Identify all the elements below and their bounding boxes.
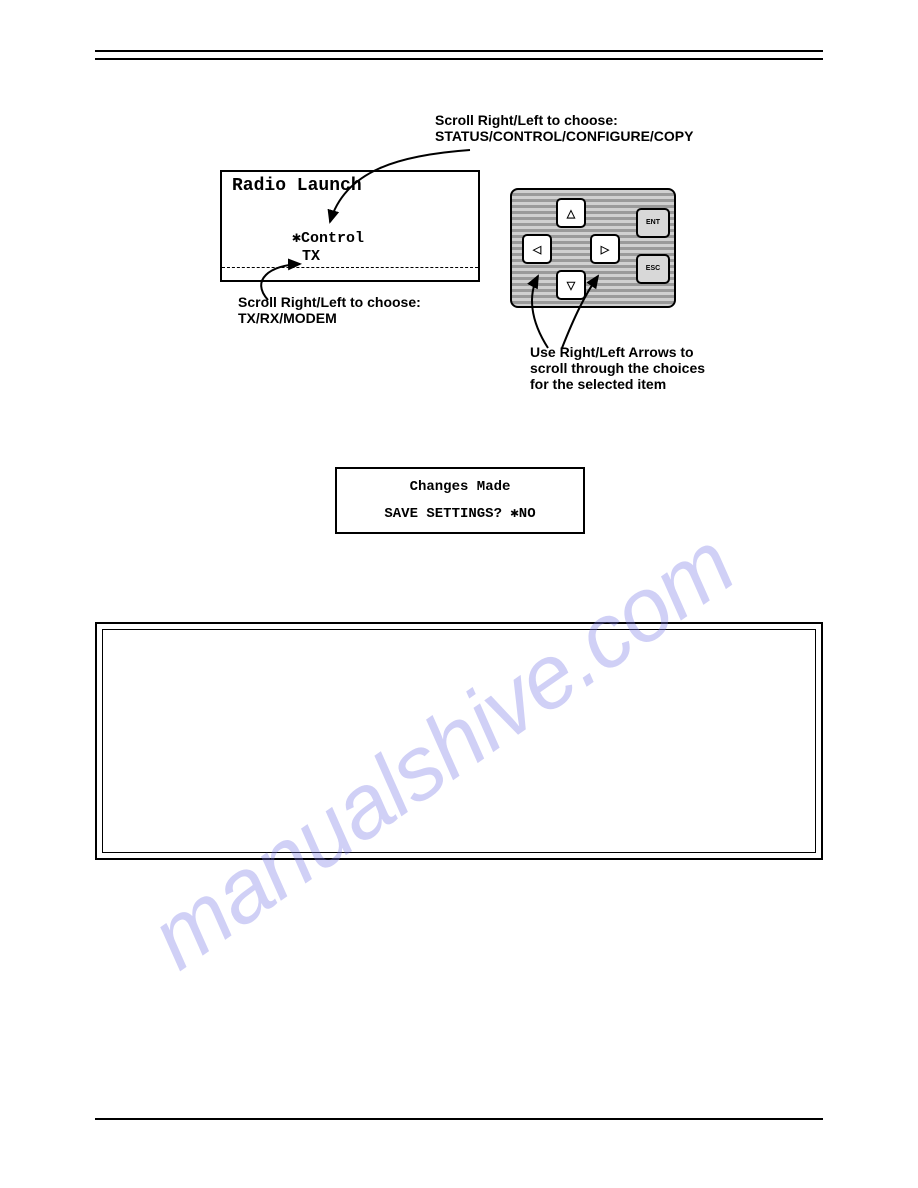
annotation-top-line2: STATUS/CONTROL/CONFIGURE/COPY xyxy=(435,128,693,144)
keypad-esc-label: ESC xyxy=(646,254,660,284)
annotation-bottom-line2: TX/RX/MODEM xyxy=(238,310,421,326)
keypad-esc-button[interactable]: ESC xyxy=(636,254,670,284)
annotation-bottom: Scroll Right/Left to choose: TX/RX/MODEM xyxy=(238,294,421,326)
triangle-up-icon: △ xyxy=(567,207,575,220)
display-dashed-line xyxy=(222,267,478,268)
display-row1-text: Control xyxy=(301,230,364,247)
page: Scroll Right/Left to choose: STATUS/CONT… xyxy=(0,0,918,1188)
keypad-down-button[interactable]: ▽ xyxy=(556,270,586,300)
triangle-left-icon: ◁ xyxy=(533,243,541,256)
double-box-inner xyxy=(102,629,816,853)
annotation-top-line1: Scroll Right/Left to choose: xyxy=(435,112,693,128)
keypad-left-button[interactable]: ◁ xyxy=(522,234,552,264)
top-rule-1 xyxy=(95,50,823,52)
top-rule-2 xyxy=(95,58,823,60)
changes-line2: SAVE SETTINGS? ✱NO xyxy=(357,505,563,522)
annotation-right: Use Right/Left Arrows to scroll through … xyxy=(530,344,705,392)
keypad-up-button[interactable]: △ xyxy=(556,198,586,228)
changes-made-box: Changes Made SAVE SETTINGS? ✱NO xyxy=(335,467,585,534)
display-row2: TX xyxy=(302,248,320,265)
annotation-top: Scroll Right/Left to choose: STATUS/CONT… xyxy=(435,112,693,144)
keypad-enter-button[interactable]: ENT xyxy=(636,208,670,238)
display-row1: ✱Control xyxy=(292,228,364,247)
annotation-right-line1: Use Right/Left Arrows to xyxy=(530,344,705,360)
annotation-right-line3: for the selected item xyxy=(530,376,705,392)
display-row1-star: ✱ xyxy=(292,230,301,247)
annotation-right-line2: scroll through the choices xyxy=(530,360,705,376)
radio-display: Radio Launch ✱Control TX xyxy=(220,170,480,282)
changes-line1: Changes Made xyxy=(357,479,563,495)
keypad: △ ◁ ▷ ▽ ENT ESC xyxy=(510,188,676,308)
annotation-bottom-line1: Scroll Right/Left to choose: xyxy=(238,294,421,310)
display-title: Radio Launch xyxy=(232,176,362,196)
triangle-down-icon: ▽ xyxy=(567,279,575,292)
keypad-enter-label: ENT xyxy=(646,208,660,238)
bottom-rule xyxy=(95,1118,823,1120)
triangle-right-icon: ▷ xyxy=(601,243,609,256)
double-box-outer xyxy=(95,622,823,860)
keypad-right-button[interactable]: ▷ xyxy=(590,234,620,264)
